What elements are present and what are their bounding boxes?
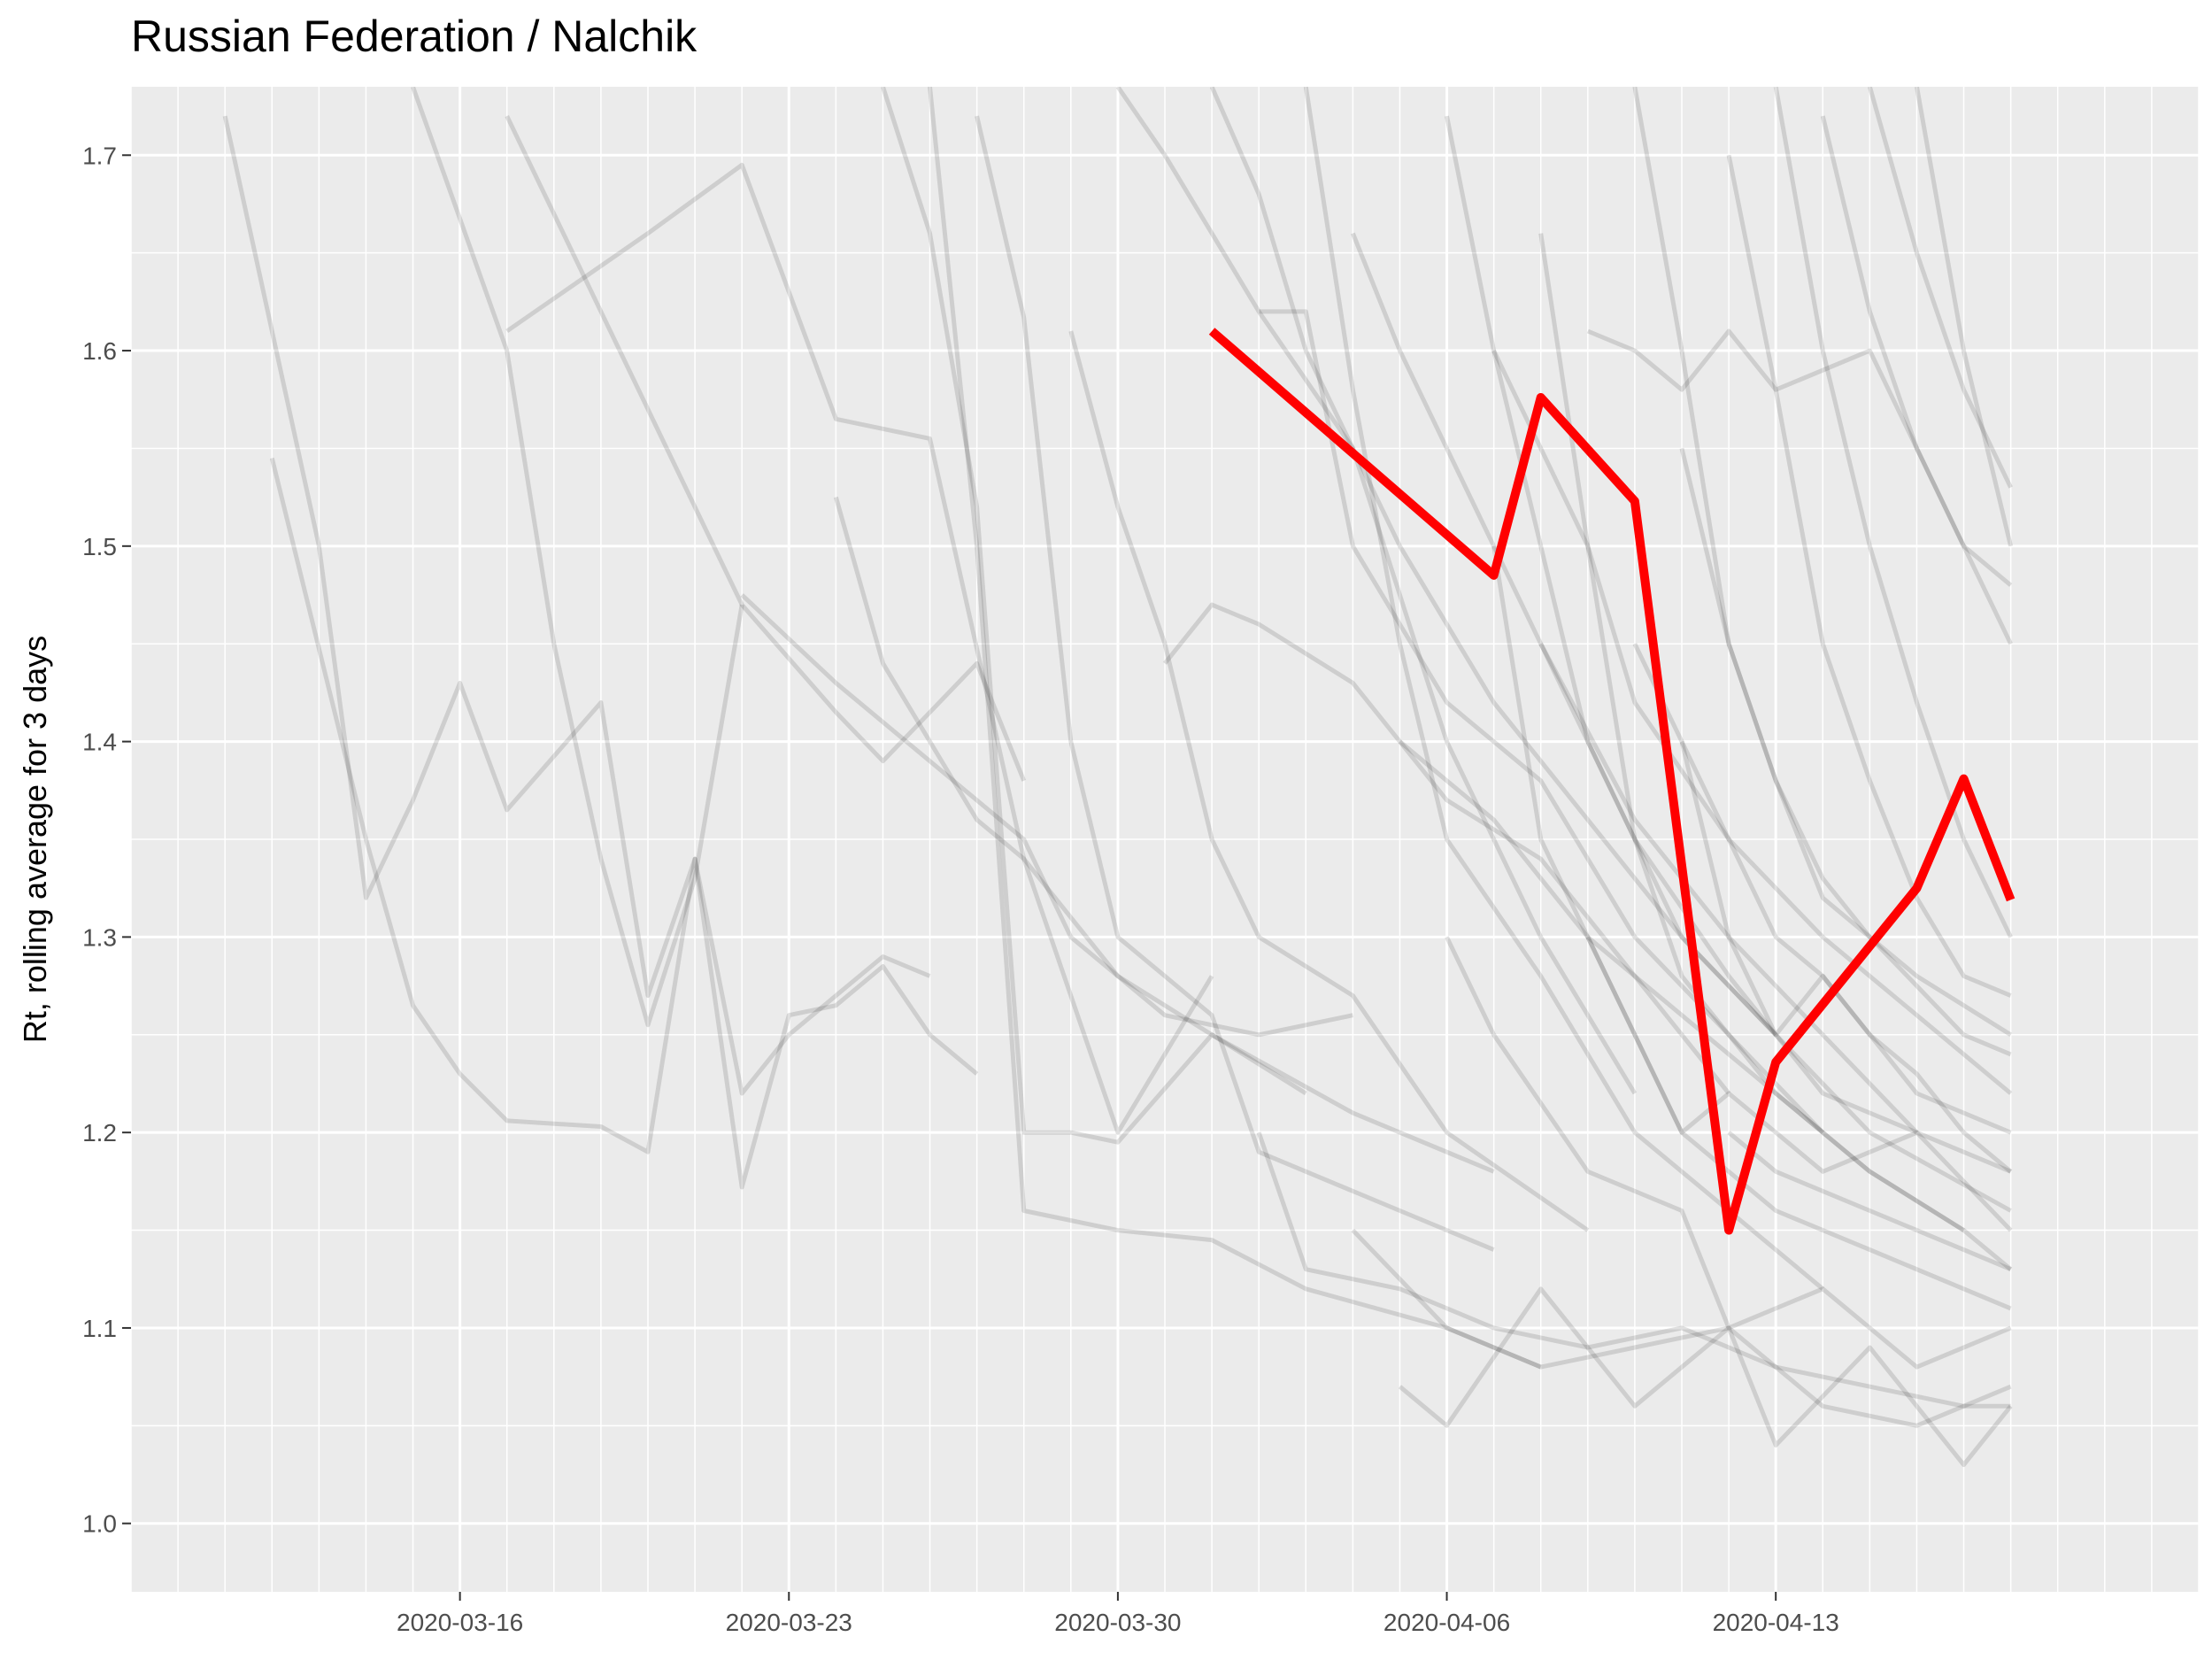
series-line <box>1586 328 2013 645</box>
highlight-series <box>1208 328 2015 1235</box>
y-tick-label: 1.7 <box>82 142 117 169</box>
series-line <box>928 87 1542 1370</box>
background-series <box>222 87 2014 1467</box>
series-line <box>881 87 1307 1145</box>
highlight-series-line <box>1208 328 2015 1235</box>
series-line <box>1163 602 1731 1095</box>
series-line <box>1351 1228 2012 1428</box>
series-line <box>1398 739 1965 1232</box>
series-line <box>1256 1131 2011 1409</box>
minor-gridlines <box>130 87 2200 1592</box>
series-line <box>505 115 1027 782</box>
y-axis-title: Rt, rolling average for 3 days <box>17 636 53 1043</box>
y-tick-label: 1.2 <box>82 1119 117 1147</box>
series-line <box>1915 87 2014 547</box>
y-tick-label: 1.4 <box>82 729 117 756</box>
series-line <box>1445 115 2012 1213</box>
chart-title: Russian Federation / Nalchik <box>131 12 698 61</box>
x-tick-label: 2020-04-06 <box>1383 1609 1510 1636</box>
series-line <box>1491 545 2012 1311</box>
series-line <box>505 162 1214 1135</box>
series-line <box>1491 350 2013 1095</box>
major-gridlines <box>131 87 2199 1592</box>
series-line <box>411 87 744 1028</box>
series-line <box>269 457 979 1190</box>
x-tick-label: 2020-03-30 <box>1054 1609 1181 1636</box>
series-line <box>1303 87 1824 1291</box>
series-line <box>1820 115 2013 587</box>
series-line <box>740 593 1353 1038</box>
series-line <box>1679 447 2012 1057</box>
series-line <box>1259 309 1825 1134</box>
x-tick-label: 2020-03-23 <box>726 1609 852 1636</box>
series-line <box>1445 936 2012 1370</box>
series-line <box>1773 87 2013 938</box>
x-axis: 2020-03-16 2020-03-23 2020-03-30 2020-04-06… <box>397 1592 1839 1636</box>
x-tick-label: 2020-03-16 <box>397 1609 523 1636</box>
y-tick-label: 1.3 <box>82 923 117 951</box>
series-line <box>1398 1286 2013 1467</box>
series-line <box>222 115 931 1096</box>
series-line <box>1115 87 1638 1095</box>
series-line <box>1209 87 1778 1037</box>
series-line <box>833 496 1495 1174</box>
x-tick-label: 2020-04-13 <box>1713 1609 1839 1636</box>
series-line <box>1727 1131 2012 1272</box>
y-tick-label: 1.5 <box>82 533 117 560</box>
series-line <box>1068 330 1590 1232</box>
series-line <box>1632 643 2012 1135</box>
series-line <box>1538 643 2012 1174</box>
y-tick-label: 1.1 <box>82 1315 117 1342</box>
series-line <box>1538 233 2013 1271</box>
y-axis: 1.0 1.1 1.2 1.3 1.4 1.5 1.6 1.7 <box>82 142 131 1538</box>
series-line <box>1867 87 2013 489</box>
y-tick-label: 1.6 <box>82 337 117 365</box>
y-tick-label: 1.0 <box>82 1510 117 1538</box>
series-line <box>1726 154 2012 998</box>
series-line <box>1679 740 2013 1174</box>
series-line <box>1632 87 2012 1037</box>
series-line <box>1585 936 2013 1232</box>
series-line <box>975 115 1495 1252</box>
